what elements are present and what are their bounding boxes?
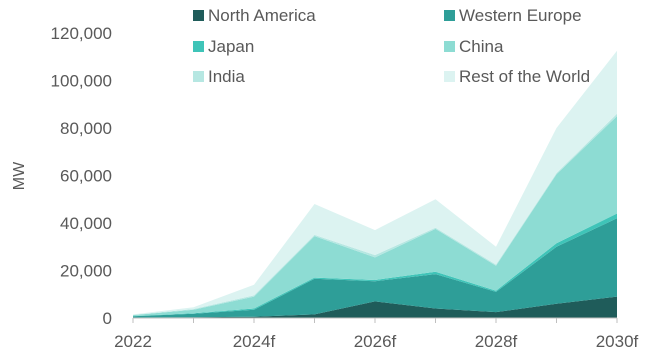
- legend-label: North America: [208, 6, 316, 25]
- legend-label: Rest of the World: [459, 67, 590, 86]
- y-tick-labels: 0 20,000 40,000 60,000 80,000 100,000 120,000: [51, 24, 112, 328]
- area-india: [133, 113, 617, 316]
- legend: North America Western Europe Japan China Ind…: [193, 6, 590, 86]
- legend-swatch: [193, 41, 204, 52]
- legend-swatch: [193, 71, 204, 82]
- y-tick-label: 40,000: [60, 214, 112, 233]
- y-tick-label: 100,000: [51, 72, 112, 91]
- x-tick-label: 2022: [114, 332, 152, 351]
- legend-swatch: [444, 71, 455, 82]
- area-north-america: [133, 296, 617, 318]
- legend-swatch: [444, 41, 455, 52]
- x-tick-label: 2026f: [354, 332, 397, 351]
- legend-swatch: [193, 10, 204, 21]
- legend-label: Japan: [208, 37, 254, 56]
- x-tick-label: 2028f: [475, 332, 518, 351]
- legend-label: India: [208, 67, 245, 86]
- x-tick-labels: 2022 2024f 2026f 2028f 2030f: [114, 332, 638, 351]
- y-tick-label: 0: [103, 309, 112, 328]
- x-tick-label: 2030f: [596, 332, 639, 351]
- y-tick-label: 120,000: [51, 24, 112, 43]
- y-tick-label: 80,000: [60, 119, 112, 138]
- legend-label: China: [459, 37, 504, 56]
- y-tick-label: 60,000: [60, 167, 112, 186]
- y-axis-label: MW: [11, 161, 28, 190]
- legend-label: Western Europe: [459, 6, 582, 25]
- area-series: [133, 50, 617, 318]
- area-western-europe: [133, 218, 617, 318]
- axes: [132, 317, 618, 323]
- y-tick-label: 20,000: [60, 262, 112, 281]
- area-rest-of-the-world: [133, 50, 617, 315]
- area-china: [133, 116, 617, 317]
- x-tick-label: 2024f: [233, 332, 276, 351]
- legend-swatch: [444, 10, 455, 21]
